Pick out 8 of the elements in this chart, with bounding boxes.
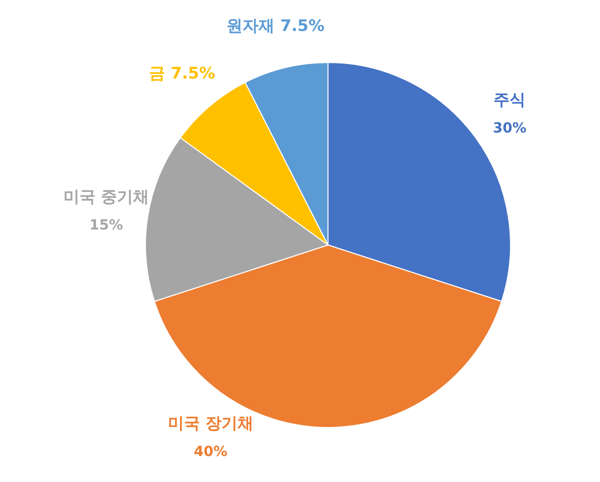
data-label: 30% — [492, 120, 526, 137]
slice-label: 금 7.5% — [149, 63, 216, 82]
slice-label: 원자재 7.5% — [226, 16, 325, 35]
slice-label: 미국 중기채 — [63, 187, 150, 206]
data-label: 15% — [90, 218, 124, 234]
slice-label: 주식 — [494, 90, 526, 110]
data-label: 40% — [194, 444, 228, 460]
slice-label: 미국 장기채 — [168, 414, 254, 433]
